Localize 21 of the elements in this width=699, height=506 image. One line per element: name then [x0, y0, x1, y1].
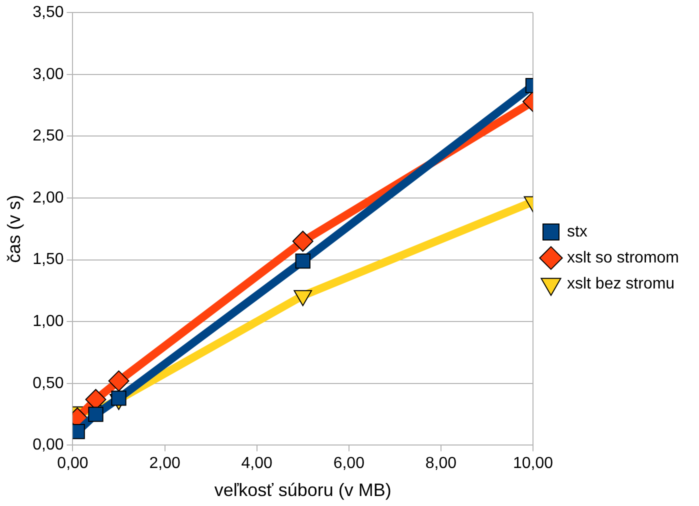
y-tick-label: 3,00 — [32, 66, 64, 83]
point — [108, 370, 130, 392]
y-tick-label: 2,50 — [32, 128, 64, 145]
y-tick-label: 0,50 — [32, 374, 64, 392]
legend-label: xslt bez stromu — [566, 275, 675, 292]
x-tick-label: 4,00 — [241, 455, 273, 472]
x-tick-label: 8,00 — [425, 455, 457, 472]
y-axis-title: čas (v s) — [4, 194, 24, 263]
legend-label: xslt so stromom — [566, 249, 679, 266]
y-tick-label: 3,50 — [32, 4, 64, 22]
y-tick-label: 2,00 — [32, 189, 64, 206]
x-tick-label: 6,00 — [333, 455, 365, 472]
point — [111, 390, 126, 406]
y-tick-label: 1,50 — [32, 251, 64, 268]
y-tick-label: 1,00 — [32, 313, 64, 330]
x-axis-title: veľkosť súboru (v MB) — [214, 480, 392, 500]
x-tick-label: 2,00 — [149, 455, 180, 472]
legend-label: stx — [566, 223, 588, 240]
y-tick-label: 0,00 — [32, 436, 64, 454]
x-tick-label: 10,00 — [512, 455, 554, 472]
x-tick-label: 0,00 — [57, 455, 88, 472]
